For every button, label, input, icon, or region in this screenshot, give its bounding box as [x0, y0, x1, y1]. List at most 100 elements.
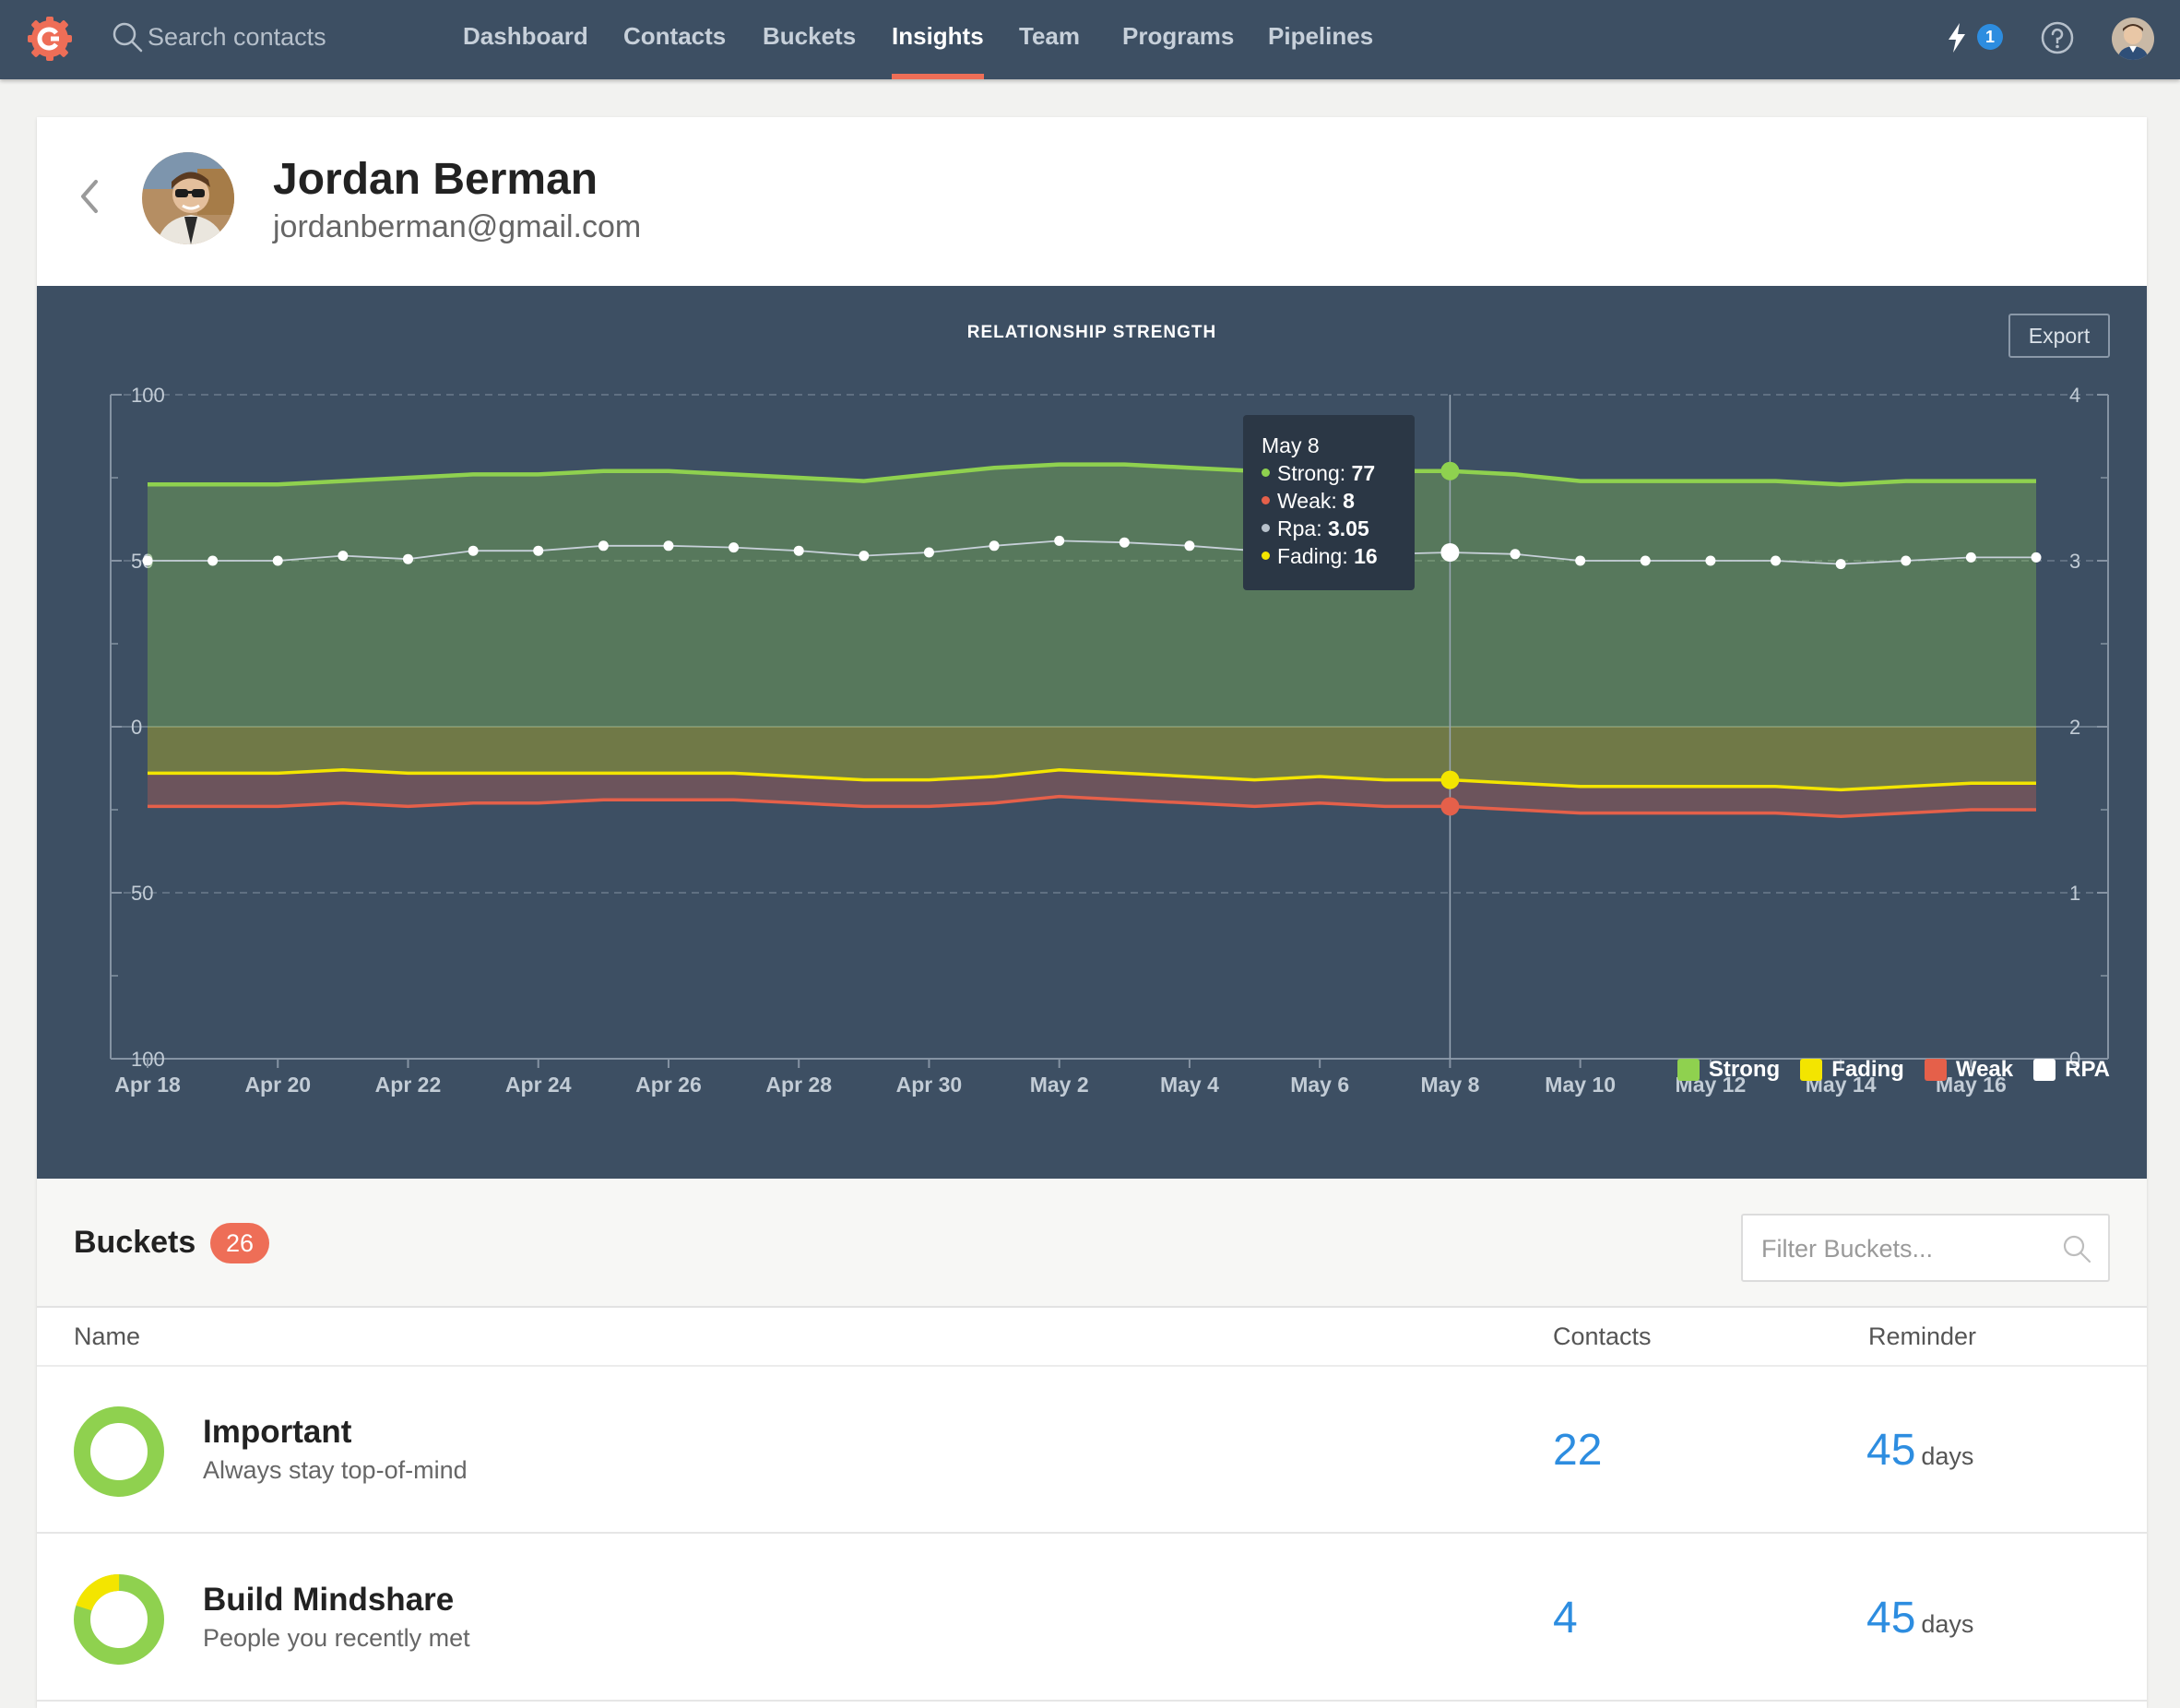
bucket-reminder: 45 days — [1866, 1593, 1973, 1643]
chart-title: RELATIONSHIP STRENGTH — [966, 323, 1217, 342]
tooltip-label: Rpa — [1277, 516, 1317, 540]
reminder-unit: days — [1921, 1610, 1974, 1638]
tooltip-value: 8 — [1343, 489, 1355, 513]
search-input[interactable] — [148, 17, 424, 57]
legend-label: RPA — [2065, 1057, 2110, 1082]
rpa-point — [923, 547, 934, 558]
column-header-reminder[interactable]: Reminder — [1868, 1323, 1977, 1350]
tooltip-value: 3.05 — [1327, 516, 1369, 540]
tooltip-label: Weak — [1277, 489, 1332, 513]
legend-item-fading[interactable]: Fading — [1800, 1057, 1904, 1083]
rpa-point — [1771, 555, 1782, 566]
table-row[interactable]: Build Mindshare People you recently met … — [37, 1536, 2147, 1702]
x-tick-label: May 16 — [1936, 1073, 2007, 1097]
search-icon[interactable] — [111, 20, 144, 53]
bolt-icon[interactable] — [1946, 22, 1968, 53]
rpa-point — [1510, 549, 1521, 560]
rpa-point — [859, 551, 870, 562]
legend-item-strong[interactable]: Strong — [1676, 1057, 1781, 1083]
bucket-name[interactable]: Important — [203, 1414, 352, 1450]
table-row[interactable]: Important Always stay top-of-mind 22 45 d… — [37, 1368, 2147, 1534]
tooltip-row-rpa: Rpa: 3.05 — [1262, 515, 1396, 542]
weak-line — [148, 794, 2036, 818]
rpa-point — [1901, 555, 1912, 566]
buckets-header: Buckets 26 — [37, 1179, 2147, 1308]
back-chevron-icon[interactable] — [77, 178, 101, 215]
search-icon[interactable] — [2062, 1234, 2091, 1263]
x-tick-label: Apr 22 — [375, 1073, 442, 1097]
rpa-point — [598, 540, 609, 552]
profile-avatar — [142, 152, 234, 244]
tooltip-row-strong: Strong: 77 — [1262, 459, 1396, 487]
strong-line — [148, 462, 2036, 487]
strong-highlight-point — [1440, 461, 1460, 480]
bucket-strength-ring — [74, 1406, 164, 1497]
ring-fading-segment — [74, 1574, 164, 1665]
legend-label: Strong — [1708, 1057, 1781, 1082]
tooltip-row-weak: Weak: 8 — [1262, 487, 1396, 515]
rpa-point — [402, 553, 413, 564]
x-tick-label: Apr 18 — [114, 1073, 181, 1097]
rpa-point — [142, 555, 153, 566]
buckets-table-header: Name Contacts Reminder — [37, 1308, 2147, 1367]
nav-buckets[interactable]: Buckets — [763, 22, 857, 50]
bucket-name[interactable]: Build Mindshare — [203, 1582, 455, 1618]
avatar[interactable] — [2112, 18, 2154, 60]
bucket-description: People you recently met — [203, 1624, 470, 1652]
tooltip-dot — [1262, 469, 1270, 478]
x-tick-label: May 6 — [1290, 1073, 1349, 1097]
reminder-unit: days — [1921, 1442, 1974, 1470]
rpa-point — [729, 542, 740, 553]
legend-label: Weak — [1955, 1057, 2014, 1082]
relationship-strength-chart: RELATIONSHIP STRENGTH Export 100 50 0 50 100… — [37, 286, 2147, 1179]
legend-item-rpa[interactable]: RPA — [2033, 1057, 2110, 1083]
help-icon[interactable] — [2040, 20, 2075, 55]
bucket-reminder: 45 days — [1866, 1425, 1973, 1476]
contact-name: Jordan Berman — [273, 155, 598, 204]
nav-dashboard[interactable]: Dashboard — [463, 22, 588, 50]
rpa-line — [148, 540, 2036, 565]
ring-strong-segment — [74, 1406, 164, 1497]
bucket-strength-ring — [74, 1574, 164, 1665]
tooltip-value: 77 — [1351, 461, 1376, 485]
strong-area — [148, 464, 2036, 727]
export-button[interactable]: Export — [2008, 314, 2110, 358]
legend-item-weak[interactable]: Weak — [1924, 1057, 2014, 1083]
nav-insights[interactable]: Insights — [892, 0, 984, 79]
column-header-contacts[interactable]: Contacts — [1553, 1323, 1652, 1350]
contact-insights-card: Jordan Berman jordanberman@gmail.com REL… — [37, 117, 2147, 1708]
rpa-point — [1965, 552, 1976, 563]
tooltip-date: May 8 — [1262, 433, 1320, 457]
reminder-value[interactable]: 45 — [1866, 1426, 1916, 1475]
top-nav: Dashboard Contacts Buckets Insights Team… — [0, 0, 2180, 79]
tooltip-row-fading: Fading: 16 — [1262, 542, 1396, 570]
filter-buckets-input[interactable] — [1761, 1227, 2056, 1271]
rpa-point — [468, 545, 479, 556]
buckets-count-badge: 26 — [210, 1223, 269, 1263]
legend-swatch — [1676, 1059, 1700, 1081]
chart-legend: Strong Fading Weak RPA — [1676, 1057, 2110, 1083]
fading-area — [148, 727, 2036, 790]
notification-badge[interactable]: 1 — [1977, 24, 2003, 50]
nav-pipelines[interactable]: Pipelines — [1268, 22, 1374, 50]
filter-buckets-field[interactable] — [1741, 1214, 2110, 1282]
nav-contacts[interactable]: Contacts — [623, 22, 727, 50]
reminder-value[interactable]: 45 — [1866, 1594, 1916, 1643]
legend-swatch — [2033, 1059, 2056, 1081]
rpa-point — [793, 545, 804, 556]
weak-highlight-point — [1440, 797, 1460, 816]
logo-icon[interactable] — [26, 15, 74, 63]
nav-programs[interactable]: Programs — [1122, 22, 1235, 50]
tooltip-value: 16 — [1354, 544, 1378, 568]
column-header-name[interactable]: Name — [74, 1323, 141, 1350]
nav-team[interactable]: Team — [1019, 22, 1080, 50]
rpa-point — [663, 540, 674, 552]
bucket-contacts-count[interactable]: 4 — [1553, 1594, 1578, 1643]
bucket-contacts-count[interactable]: 22 — [1553, 1426, 1603, 1475]
fading-line — [148, 768, 2036, 792]
x-tick-label: May 2 — [1030, 1073, 1089, 1097]
y-right-tick-label: 0 — [2069, 1048, 2080, 1071]
rpa-point — [1054, 535, 1065, 546]
rpa-point — [533, 545, 544, 556]
